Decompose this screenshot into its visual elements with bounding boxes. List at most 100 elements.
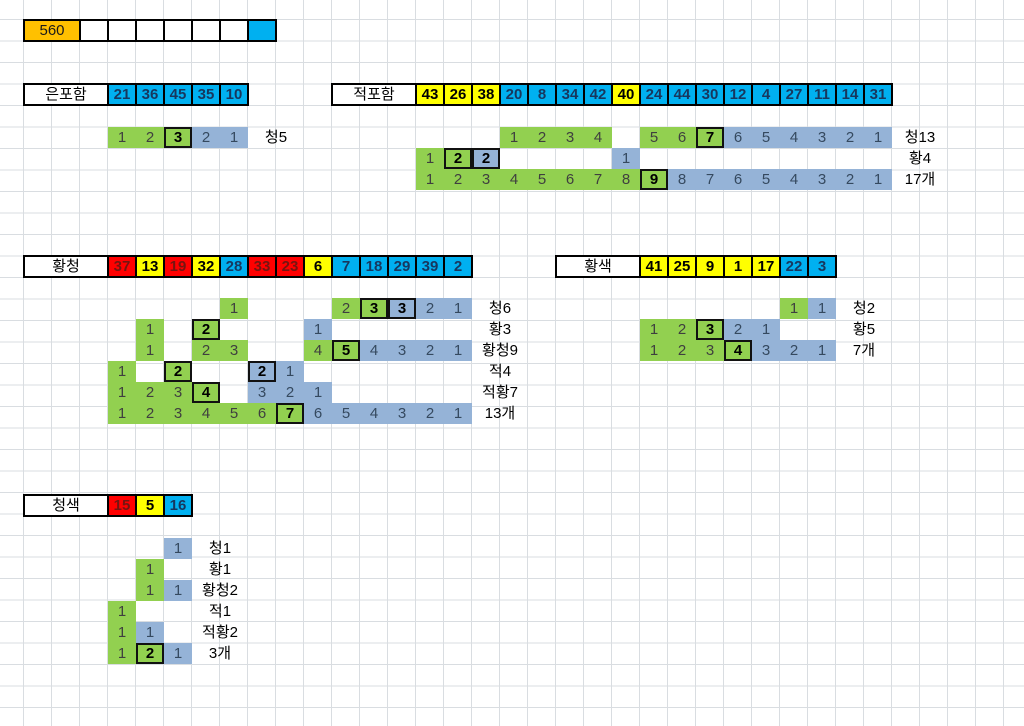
red-row-cheong13-cell[interactable]: 4	[780, 127, 808, 148]
red-row-17gae-cell[interactable]: 6	[724, 169, 752, 190]
hc-row-13gae-cell[interactable]: 7	[276, 403, 304, 424]
hc-row-13gae-cell[interactable]: 2	[136, 403, 164, 424]
red-row-cheong13-cell[interactable]: 2	[528, 127, 556, 148]
hs-row-7gae-cell[interactable]: 4	[724, 340, 752, 361]
hc-row-13gae-cell[interactable]: 3	[164, 403, 192, 424]
red-header-cell[interactable]: 8	[528, 84, 556, 105]
hwangcheong-header-cell[interactable]: 7	[332, 256, 360, 277]
hc-row-jeok4-cell[interactable]: 2	[248, 361, 276, 382]
cs-row-hwangcheong2-cell[interactable]: 1	[136, 580, 164, 601]
hwangcheong-header-cell[interactable]: 19	[164, 256, 192, 277]
cs-row-hwangcheong2-cell[interactable]: 1	[164, 580, 192, 601]
red-row-cheong13-cell[interactable]: 2	[836, 127, 864, 148]
red-header-cell[interactable]: 44	[668, 84, 696, 105]
red-header-cell[interactable]: 30	[696, 84, 724, 105]
row-label[interactable]: 청6	[488, 300, 512, 317]
hc-row-hwangcheong9-cell[interactable]: 3	[388, 340, 416, 361]
hwangcheong-header-cell[interactable]: 37	[108, 256, 136, 277]
section-label[interactable]: 청색	[24, 495, 108, 516]
hs-row-cheong2-cell[interactable]: 1	[808, 298, 836, 319]
red-row-17gae-cell[interactable]: 7	[696, 169, 724, 190]
hwangcheong-header-cell[interactable]: 6	[304, 256, 332, 277]
red-row-cheong13-cell[interactable]: 1	[864, 127, 892, 148]
red-header-cell[interactable]: 40	[612, 84, 640, 105]
total-blue-cell[interactable]	[248, 20, 276, 41]
silver-row-cheong5-cell[interactable]: 2	[192, 127, 220, 148]
red-row-17gae-cell[interactable]: 3	[472, 169, 500, 190]
red-header-cell[interactable]: 31	[864, 84, 892, 105]
cs-row-jeokhwang2-cell[interactable]: 1	[136, 622, 164, 643]
silver-row-cheong5-cell[interactable]: 2	[136, 127, 164, 148]
red-header-cell[interactable]: 4	[752, 84, 780, 105]
silver-header-cell[interactable]: 45	[164, 84, 192, 105]
total-row-cell[interactable]	[192, 20, 220, 41]
row-label[interactable]: 적황2	[202, 624, 238, 641]
hc-row-jeokhwang7-cell[interactable]: 2	[136, 382, 164, 403]
red-row-cheong13-cell[interactable]: 5	[752, 127, 780, 148]
hs-row-cheong2-cell[interactable]: 1	[780, 298, 808, 319]
red-row-17gae-cell[interactable]: 8	[668, 169, 696, 190]
hwangcheong-header-cell[interactable]: 18	[360, 256, 388, 277]
cs-row-3gae-cell[interactable]: 1	[108, 643, 136, 664]
hc-row-hwang3-cell[interactable]: 2	[192, 319, 220, 340]
silver-header-cell[interactable]: 36	[136, 84, 164, 105]
red-row-17gae-cell[interactable]: 1	[864, 169, 892, 190]
cs-row-jeok1-cell[interactable]: 1	[108, 601, 136, 622]
hc-row-13gae-cell[interactable]: 6	[248, 403, 276, 424]
cheongsaek-header-cell[interactable]: 5	[136, 495, 164, 516]
hc-row-hwangcheong9-cell[interactable]: 1	[444, 340, 472, 361]
red-row-17gae-cell[interactable]: 4	[780, 169, 808, 190]
hc-row-hwangcheong9-cell[interactable]: 1	[136, 340, 164, 361]
red-row-hwang4-cell[interactable]: 2	[472, 148, 500, 169]
hc-row-13gae-cell[interactable]: 3	[388, 403, 416, 424]
red-row-hwang4-cell[interactable]: 2	[444, 148, 472, 169]
row-label[interactable]: 황5	[852, 321, 876, 338]
row-label[interactable]: 적4	[488, 363, 512, 380]
hc-row-hwangcheong9-cell[interactable]: 3	[220, 340, 248, 361]
hc-row-13gae-cell[interactable]: 4	[360, 403, 388, 424]
hwangcheong-header-cell[interactable]: 29	[388, 256, 416, 277]
row-label[interactable]: 황4	[908, 150, 932, 167]
hc-row-jeok4-cell[interactable]: 2	[164, 361, 192, 382]
red-header-cell[interactable]: 12	[724, 84, 752, 105]
red-header-cell[interactable]: 14	[836, 84, 864, 105]
hs-row-hwang5-cell[interactable]: 3	[696, 319, 724, 340]
red-row-hwang4-cell[interactable]: 1	[612, 148, 640, 169]
hc-row-13gae-cell[interactable]: 2	[416, 403, 444, 424]
section-label[interactable]: 적포함	[332, 84, 416, 105]
hwangsaek-header-cell[interactable]: 3	[808, 256, 836, 277]
hc-row-jeokhwang7-cell[interactable]: 4	[192, 382, 220, 403]
red-row-cheong13-cell[interactable]: 6	[668, 127, 696, 148]
cs-row-3gae-cell[interactable]: 1	[164, 643, 192, 664]
row-label[interactable]: 황청9	[482, 342, 518, 359]
red-row-17gae-cell[interactable]: 5	[528, 169, 556, 190]
hc-row-13gae-cell[interactable]: 5	[332, 403, 360, 424]
cs-row-hwang1-cell[interactable]: 1	[136, 559, 164, 580]
hc-row-hwangcheong9-cell[interactable]: 4	[360, 340, 388, 361]
red-row-17gae-cell[interactable]: 7	[584, 169, 612, 190]
silver-header-cell[interactable]: 10	[220, 84, 248, 105]
hs-row-7gae-cell[interactable]: 2	[668, 340, 696, 361]
hwangcheong-header-cell[interactable]: 32	[192, 256, 220, 277]
hwangcheong-header-cell[interactable]: 39	[416, 256, 444, 277]
total-row-cell[interactable]	[108, 20, 136, 41]
silver-row-cheong5-cell[interactable]: 1	[108, 127, 136, 148]
cheongsaek-header-cell[interactable]: 16	[164, 495, 192, 516]
red-header-cell[interactable]: 42	[584, 84, 612, 105]
row-label[interactable]: 13개	[484, 405, 516, 422]
silver-header-cell[interactable]: 35	[192, 84, 220, 105]
silver-header-cell[interactable]: 21	[108, 84, 136, 105]
hc-row-hwangcheong9-cell[interactable]: 5	[332, 340, 360, 361]
red-row-17gae-cell[interactable]: 4	[500, 169, 528, 190]
hs-row-7gae-cell[interactable]: 1	[808, 340, 836, 361]
hc-row-cheong6-cell[interactable]: 1	[220, 298, 248, 319]
red-row-cheong13-cell[interactable]: 7	[696, 127, 724, 148]
red-row-17gae-cell[interactable]: 8	[612, 169, 640, 190]
red-row-hwang4-cell[interactable]: 1	[416, 148, 444, 169]
hwangsaek-header-cell[interactable]: 41	[640, 256, 668, 277]
red-header-cell[interactable]: 26	[444, 84, 472, 105]
red-header-cell[interactable]: 43	[416, 84, 444, 105]
red-row-cheong13-cell[interactable]: 1	[500, 127, 528, 148]
hc-row-13gae-cell[interactable]: 1	[444, 403, 472, 424]
red-row-17gae-cell[interactable]: 2	[836, 169, 864, 190]
